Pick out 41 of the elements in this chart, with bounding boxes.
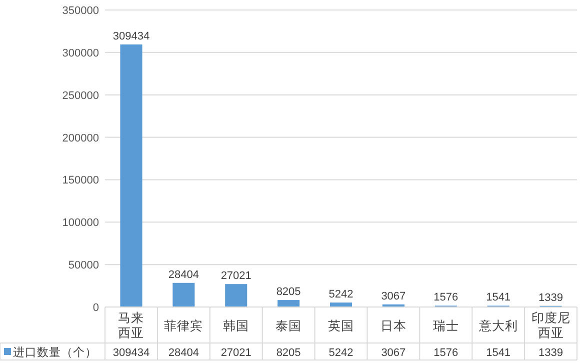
data-label: 5242 xyxy=(328,347,354,359)
data-label: 1339 xyxy=(538,347,564,359)
bar xyxy=(120,44,142,307)
x-tick-label: 意大利 xyxy=(478,319,518,333)
data-label: 8205 xyxy=(276,347,301,359)
x-tick-label: 泰国 xyxy=(276,319,302,333)
y-tick-label: 50000 xyxy=(68,260,99,272)
text: 28404 xyxy=(168,268,199,281)
x-tick-label: 日本 xyxy=(380,319,406,333)
y-tick-label: 200000 xyxy=(62,132,99,144)
text: 27021 xyxy=(220,270,252,282)
y-tick-label: 150000 xyxy=(62,174,99,187)
y-tick-label: 0 xyxy=(92,302,99,314)
text: 1576 xyxy=(434,292,458,304)
x-tick-label: 菲律宾 xyxy=(164,318,204,333)
data-label: 28404 xyxy=(168,347,199,359)
bar xyxy=(330,302,352,307)
data-label: 3067 xyxy=(381,347,406,359)
data-label: 1576 xyxy=(434,347,458,359)
y-tick-label: 300000 xyxy=(62,47,99,60)
data-label: 1541 xyxy=(486,347,511,359)
x-tick-label: 马来西亚 xyxy=(118,311,144,340)
bar xyxy=(225,284,248,307)
x-tick-label: 印度尼西亚 xyxy=(531,310,570,340)
text: 309434 xyxy=(112,30,150,42)
y-tick-label: 250000 xyxy=(62,90,99,102)
text: 8205 xyxy=(276,286,301,298)
bar xyxy=(172,282,195,307)
data-label: 309434 xyxy=(112,347,150,359)
text: 1339 xyxy=(538,292,564,304)
x-tick-label: 韩国 xyxy=(223,319,250,333)
text: 1541 xyxy=(486,292,511,304)
bar xyxy=(278,300,300,307)
text: 5242 xyxy=(328,288,354,301)
legend-label: 进口数量（个） xyxy=(13,346,97,359)
x-tick-label: 瑞士 xyxy=(432,319,459,333)
data-label: 27021 xyxy=(220,347,252,359)
y-tick-label: 100000 xyxy=(62,217,99,230)
text: 3067 xyxy=(381,290,406,302)
x-tick-label: 英国 xyxy=(328,319,354,333)
y-tick-label: 350000 xyxy=(62,5,99,17)
